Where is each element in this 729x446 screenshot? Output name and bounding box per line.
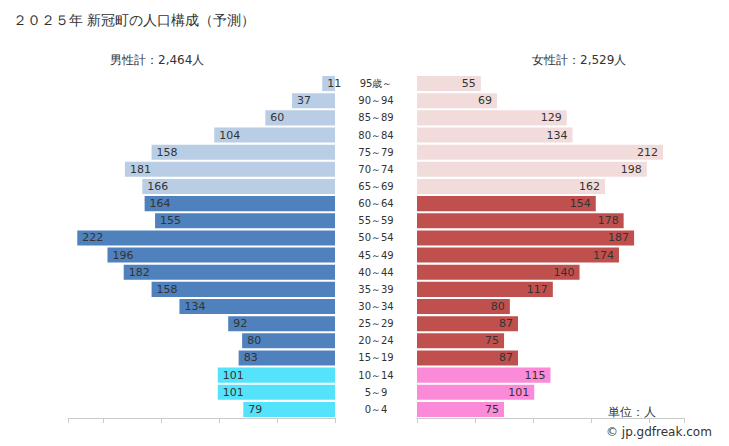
- svg-text:75～79: 75～79: [358, 147, 393, 158]
- svg-text:60: 60: [270, 111, 284, 124]
- svg-text:男性計：2,464人: 男性計：2,464人: [110, 53, 204, 67]
- svg-text:15～19: 15～19: [358, 352, 393, 363]
- svg-text:115: 115: [525, 369, 546, 382]
- svg-text:101: 101: [223, 369, 244, 382]
- svg-text:134: 134: [184, 300, 205, 313]
- svg-text:196: 196: [112, 249, 133, 262]
- svg-text:45～49: 45～49: [358, 250, 393, 261]
- svg-text:40～44: 40～44: [358, 267, 393, 278]
- svg-text:198: 198: [621, 163, 642, 176]
- svg-text:２０２５年 新冠町の人口構成（予測）: ２０２５年 新冠町の人口構成（予測）: [13, 12, 255, 28]
- svg-text:85～89: 85～89: [358, 112, 393, 123]
- svg-text:20～24: 20～24: [358, 335, 393, 346]
- svg-text:35～39: 35～39: [358, 284, 393, 295]
- svg-text:174: 174: [593, 249, 614, 262]
- svg-text:222: 222: [82, 231, 103, 244]
- svg-text:182: 182: [129, 266, 150, 279]
- svg-text:140: 140: [554, 266, 575, 279]
- svg-text:101: 101: [508, 386, 529, 399]
- svg-text:5～9: 5～9: [365, 387, 388, 398]
- svg-text:129: 129: [541, 111, 562, 124]
- svg-text:70～74: 70～74: [358, 164, 393, 175]
- svg-text:187: 187: [608, 231, 629, 244]
- svg-text:134: 134: [547, 129, 568, 142]
- svg-text:65～69: 65～69: [358, 181, 393, 192]
- svg-text:55～59: 55～59: [358, 215, 393, 226]
- svg-text:178: 178: [598, 214, 619, 227]
- svg-text:87: 87: [499, 351, 513, 364]
- svg-text:0～4: 0～4: [365, 404, 388, 415]
- svg-text:104: 104: [219, 129, 240, 142]
- svg-text:101: 101: [223, 386, 244, 399]
- svg-text:単位：人: 単位：人: [608, 405, 656, 419]
- svg-text:117: 117: [527, 283, 548, 296]
- svg-text:69: 69: [478, 94, 492, 107]
- svg-text:83: 83: [244, 351, 258, 364]
- svg-text:25～29: 25～29: [358, 318, 393, 329]
- svg-text:© jp.gdfreak.com: © jp.gdfreak.com: [606, 425, 712, 439]
- svg-text:11: 11: [327, 77, 341, 90]
- svg-text:79: 79: [248, 403, 262, 416]
- svg-text:80～84: 80～84: [358, 130, 393, 141]
- svg-text:164: 164: [150, 197, 171, 210]
- svg-text:95歳～: 95歳～: [360, 78, 393, 89]
- svg-text:10～14: 10～14: [358, 370, 393, 381]
- svg-text:154: 154: [570, 197, 591, 210]
- svg-text:55: 55: [462, 77, 476, 90]
- svg-text:166: 166: [147, 180, 168, 193]
- svg-text:162: 162: [579, 180, 600, 193]
- svg-text:158: 158: [157, 146, 178, 159]
- svg-text:212: 212: [637, 146, 658, 159]
- svg-text:75: 75: [485, 334, 499, 347]
- svg-text:50～54: 50～54: [358, 232, 393, 243]
- svg-text:158: 158: [157, 283, 178, 296]
- svg-text:90～94: 90～94: [358, 95, 393, 106]
- svg-text:80: 80: [491, 300, 505, 313]
- svg-text:92: 92: [233, 317, 247, 330]
- svg-text:30～34: 30～34: [358, 301, 393, 312]
- svg-text:181: 181: [130, 163, 151, 176]
- svg-text:75: 75: [485, 403, 499, 416]
- svg-text:155: 155: [160, 214, 181, 227]
- svg-text:87: 87: [499, 317, 513, 330]
- svg-text:女性計：2,529人: 女性計：2,529人: [532, 53, 626, 67]
- svg-text:60～64: 60～64: [358, 198, 393, 209]
- svg-text:37: 37: [297, 94, 311, 107]
- svg-text:80: 80: [247, 334, 261, 347]
